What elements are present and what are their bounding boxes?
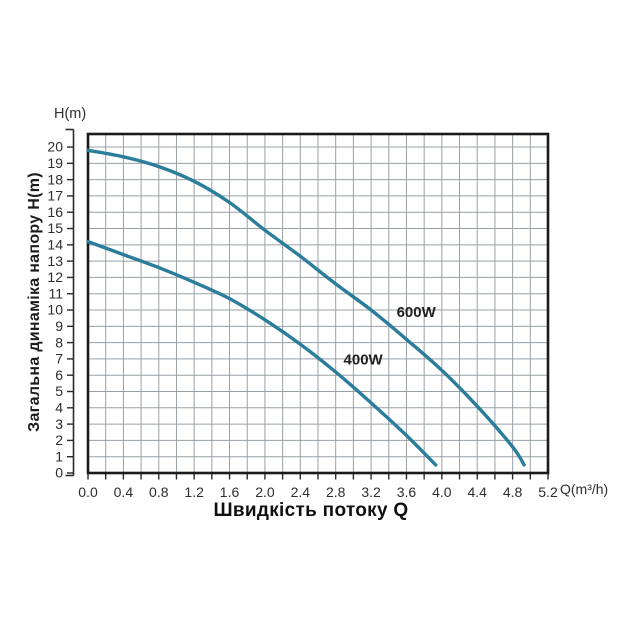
series-label-600w: 600W — [397, 304, 437, 321]
y-tick-label: 17 — [47, 188, 63, 204]
x-tick-label: 4.4 — [467, 484, 487, 500]
y-tick-label: 5 — [55, 383, 63, 399]
y-tick-label: 8 — [55, 334, 63, 350]
x-tick-label: 1.2 — [184, 484, 204, 500]
y-tick-label: 1 — [55, 448, 63, 464]
y-tick-label: 18 — [47, 171, 63, 187]
curve-600w — [86, 148, 526, 467]
x-tick-label: 0.8 — [149, 484, 169, 500]
x-tick-label: 3.2 — [361, 484, 381, 500]
x-tick-label: 1.6 — [220, 484, 240, 500]
x-tick-label: 4.0 — [432, 484, 452, 500]
x-tick-label: 2.4 — [291, 484, 311, 500]
y-tick-label: 15 — [47, 220, 63, 236]
y-tick-label: 7 — [55, 351, 63, 367]
y-tick-label: 9 — [55, 318, 63, 334]
y-tick-label: 16 — [47, 204, 63, 220]
series-label-400w: 400W — [344, 351, 384, 368]
x-tick-label: 2.0 — [255, 484, 275, 500]
curve-400w — [86, 239, 438, 467]
y-tick-label: 4 — [55, 400, 63, 416]
y-axis-unit-label: H(m) — [54, 106, 87, 122]
y-tick-label: 6 — [55, 367, 63, 383]
x-axis-unit-label: Q(m³/h) — [560, 481, 609, 497]
y-axis-title: Загальна динаміка напору H(m) — [26, 172, 43, 432]
y-tick-label: 20 — [47, 139, 63, 155]
y-tick-label: 10 — [47, 302, 63, 318]
x-tick-label: 4.8 — [503, 484, 523, 500]
y-tick-label: 0 — [55, 465, 63, 481]
y-tick-label: 19 — [47, 155, 63, 171]
y-tick-label: 2 — [55, 432, 63, 448]
x-tick-label: 0.0 — [78, 484, 98, 500]
y-tick-label: 14 — [47, 237, 63, 253]
x-tick-label: 2.8 — [326, 484, 346, 500]
x-tick-label: 3.6 — [397, 484, 417, 500]
y-tick-label: 13 — [47, 253, 63, 269]
x-tick-label: 0.4 — [114, 484, 134, 500]
plot-frame — [86, 132, 550, 475]
x-axis-title: Швидкість потоку Q — [213, 500, 409, 521]
y-tick-label: 11 — [48, 285, 63, 301]
y-tick-label: 12 — [47, 269, 63, 285]
y-tick-label: 3 — [55, 416, 63, 432]
x-tick-label: 5.2 — [538, 484, 558, 500]
